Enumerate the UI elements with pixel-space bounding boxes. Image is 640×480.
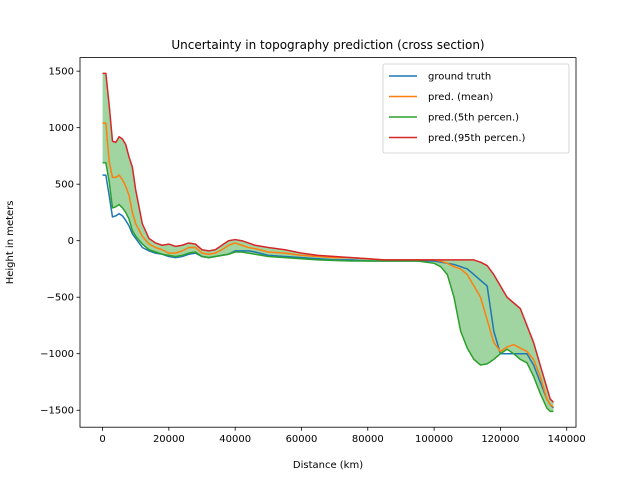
y-tick-label: 1000 [49,123,74,134]
x-axis-ticks: 0 20000 40000 60000 80000 100000 120000 140000 [99,427,586,445]
y-tick-label: −500 [47,293,74,304]
x-tick-label: 60000 [286,434,318,445]
legend-label-ground-truth: ground truth [428,72,491,83]
legend-label-pred-5th-percen: pred.(5th percen.) [428,113,519,124]
x-tick-label: 80000 [352,434,384,445]
x-tick-label: 140000 [548,434,586,445]
chart-title: Uncertainty in topography prediction (cr… [171,38,484,52]
plot-frame [79,57,577,428]
y-tick-label: 0 [68,236,74,247]
series-line-pred-5th-percen [102,161,554,413]
series-line-pred-95th-percen [102,72,554,403]
series-line-ground-truth [102,174,554,409]
series-line-pred-mean [102,122,554,408]
y-tick-label: 500 [55,180,74,191]
y-axis-label: Height in meters [5,200,16,284]
series-lines-layer [102,72,554,413]
y-tick-label: −1000 [40,349,74,360]
y-tick-label: −1500 [40,406,74,417]
x-tick-label: 0 [99,434,105,445]
x-tick-label: 20000 [153,434,185,445]
x-tick-label: 100000 [415,434,453,445]
legend: ground truth pred. (mean) pred.(5th percen… [382,63,570,154]
x-tick-label: 120000 [481,434,519,445]
legend-label-pred-mean: pred. (mean) [428,92,493,103]
x-tick-label: 40000 [219,434,251,445]
y-axis-ticks: −1500 −1000 −500 0 500 1000 1500 [40,67,80,417]
x-axis-label: Distance (km) [293,460,363,471]
legend-label-pred-95th-percen: pred.(95th percen.) [428,133,526,144]
y-tick-label: 1500 [49,67,74,78]
legend-box [382,63,570,154]
